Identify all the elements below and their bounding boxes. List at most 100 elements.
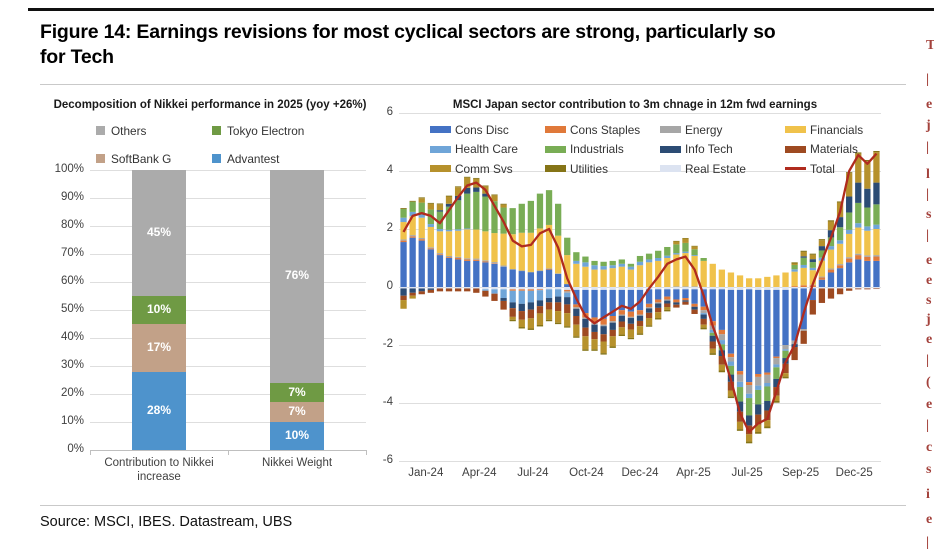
x-category-label: Nikkei Weight — [261, 457, 333, 469]
bar-segment-industrials — [691, 249, 698, 256]
bar-segment-health-care — [582, 262, 589, 267]
clipped-text-fragment: | — [926, 140, 930, 155]
clipped-text-fragment: e — [926, 97, 933, 112]
bar-segment-utilities — [645, 325, 653, 327]
bar-segment-materials — [445, 288, 453, 292]
bar-segment-materials — [518, 311, 525, 320]
y-tick-label: 40% — [60, 331, 84, 343]
bar-segment-materials — [555, 302, 562, 312]
bar-segment-cons-disc — [691, 289, 698, 304]
legend-swatch-icon — [430, 165, 451, 172]
bar-segment-health-care — [536, 290, 544, 301]
bar-segment-energy — [736, 374, 744, 382]
bar-segment-real-estate — [673, 287, 680, 290]
bar-segment-health-care — [454, 229, 462, 231]
bar-segment-cons-staples — [609, 316, 616, 322]
bar-segment-materials — [591, 331, 598, 340]
bar-segment-financials — [500, 233, 507, 266]
bar-segment-financials — [755, 278, 762, 287]
bar-segment-health-care — [864, 226, 871, 231]
bar-segment-cons-staples — [664, 296, 671, 300]
legend-label: Cons Disc — [455, 122, 509, 137]
bar-segment-utilities — [509, 319, 516, 322]
bar-segment-financials — [573, 263, 580, 287]
bar-segment-comm-svs — [609, 336, 616, 347]
bar-segment-value: 17% — [146, 339, 172, 354]
bar-segment-energy — [800, 329, 807, 331]
bar-segment-real-estate — [836, 287, 844, 289]
grid-line — [90, 421, 366, 423]
bar-segment-financials — [582, 266, 589, 287]
bar-segment-real-estate — [555, 287, 562, 290]
bar-segment-cons-disc — [618, 289, 625, 311]
bar-segment-financials — [664, 258, 671, 287]
bar-segment-info-tech — [609, 322, 616, 330]
bar-segment-cons-staples — [645, 303, 653, 308]
bar-segment-cons-disc — [427, 249, 434, 287]
bar-segment-energy — [609, 321, 616, 323]
bar-segment-cons-staples — [836, 265, 844, 269]
bar-segment-utilities — [691, 245, 698, 247]
clipped-text-fragment: ( — [926, 375, 931, 390]
bar-segment-cons-staples — [473, 259, 480, 261]
figure-title: Figure 14: Earnings revisions for most c… — [40, 20, 910, 71]
x-tick-label: Apr-25 — [676, 467, 711, 479]
bar-segment-comm-svs — [555, 311, 562, 323]
bar-segment-info-tech — [555, 296, 562, 303]
bar-segment-industrials — [873, 204, 880, 225]
bar-segment-softbank-g: 7% — [270, 402, 324, 422]
bar-segment-materials — [691, 309, 698, 314]
bar-segment-comm-svs — [582, 336, 589, 350]
bar-segment-comm-svs — [409, 295, 416, 299]
bar-segment-cons-staples — [400, 240, 407, 243]
bar-segment-health-care — [691, 255, 698, 256]
bar-segment-cons-staples — [600, 318, 607, 325]
bar-segment-health-care — [409, 211, 416, 217]
bar-segment-energy — [473, 258, 480, 260]
bar-segment-materials — [727, 381, 735, 391]
bar-segment-energy — [745, 385, 753, 394]
bar-segment-comm-svs — [527, 318, 535, 329]
bar-segment-health-care — [773, 364, 780, 368]
grid-line — [90, 225, 366, 227]
bar-segment-energy — [582, 317, 589, 319]
bar-segment-health-care — [809, 267, 816, 271]
clipped-text-fragment: l — [926, 167, 930, 182]
bar-segment-real-estate — [609, 287, 616, 290]
bar-segment-industrials — [436, 211, 444, 229]
clipped-text-fragment: i — [926, 487, 930, 502]
right-chart-legend: Cons Disc Cons Staples Energy Financials Hea… — [430, 122, 905, 176]
bar-segment-comm-svs — [846, 173, 853, 197]
bar-segment-materials — [873, 288, 880, 290]
bar-segment-materials — [791, 347, 798, 361]
y-tick-label: 70% — [60, 247, 84, 259]
bar-segment-cons-staples — [855, 255, 862, 260]
legend-label: Info Tech — [685, 142, 733, 156]
bar-segment-utilities — [454, 186, 462, 188]
bar-segment-real-estate — [755, 287, 762, 290]
bar-segment-health-care — [645, 259, 653, 263]
bar-segment-cons-disc — [591, 289, 598, 318]
bar-segment-health-care — [500, 289, 507, 299]
bar-segment-cons-staples — [745, 382, 753, 386]
bar-segment-industrials — [800, 257, 807, 265]
bar-segment-industrials — [727, 365, 735, 375]
y-tick-label: 50% — [60, 303, 84, 315]
bar-segment-energy — [782, 345, 789, 350]
bar-segment-cons-disc — [454, 259, 462, 287]
msci-sector-contribution-chart: MSCI Japan sector contribution to 3m chn… — [383, 95, 930, 495]
bar-segment-energy — [418, 237, 425, 240]
legend-item-others: Others — [96, 123, 212, 138]
bar-segment-materials — [645, 312, 653, 319]
bar-segment-industrials — [482, 196, 489, 232]
bar-segment-utilities — [782, 376, 789, 379]
legend-swatch-icon — [96, 126, 105, 135]
bar-segment-energy — [454, 256, 462, 258]
bar-segment-comm-svs — [818, 240, 826, 247]
x-axis-tick — [366, 450, 367, 455]
bar-segment-utilities — [600, 353, 607, 355]
legend-label: Materials — [810, 142, 858, 156]
bar-segment-real-estate — [709, 287, 716, 290]
bar-segment-real-estate — [573, 287, 580, 290]
clipped-text-fragment: c — [926, 440, 933, 455]
